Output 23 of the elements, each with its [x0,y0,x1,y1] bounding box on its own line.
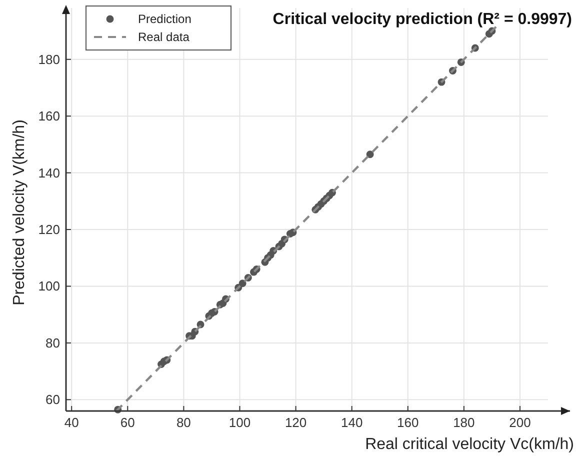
x-tick-label: 120 [284,415,307,430]
y-axis-title: Predicted velocity V(km/h) [11,120,28,306]
y-tick-label: 80 [46,335,60,350]
y-tick-label: 180 [38,52,60,67]
x-tick-label: 80 [176,415,191,430]
x-tick-label: 140 [340,415,363,430]
y-tick-label: 140 [38,165,60,180]
x-tick-label: 160 [397,415,419,430]
legend-label: Real data [138,30,190,44]
x-tick-label: 180 [453,415,475,430]
x-tick-label: 200 [509,415,531,430]
point [366,150,374,158]
y-tick-label: 60 [46,392,60,408]
x-tick-label: 40 [64,415,79,430]
legend-label: Prediction [138,12,192,26]
x-tick-label: 100 [228,415,251,430]
chart-title: Critical velocity prediction (R² = 0.9997) [272,11,572,28]
point [238,280,246,288]
x-tick-label: 60 [120,415,135,430]
y-tick-label: 100 [38,278,60,294]
y-tick-label: 160 [38,108,60,124]
y-tick-label: 120 [38,222,60,238]
x-axis-title: Real critical velocity Vc(km/h) [365,436,574,453]
